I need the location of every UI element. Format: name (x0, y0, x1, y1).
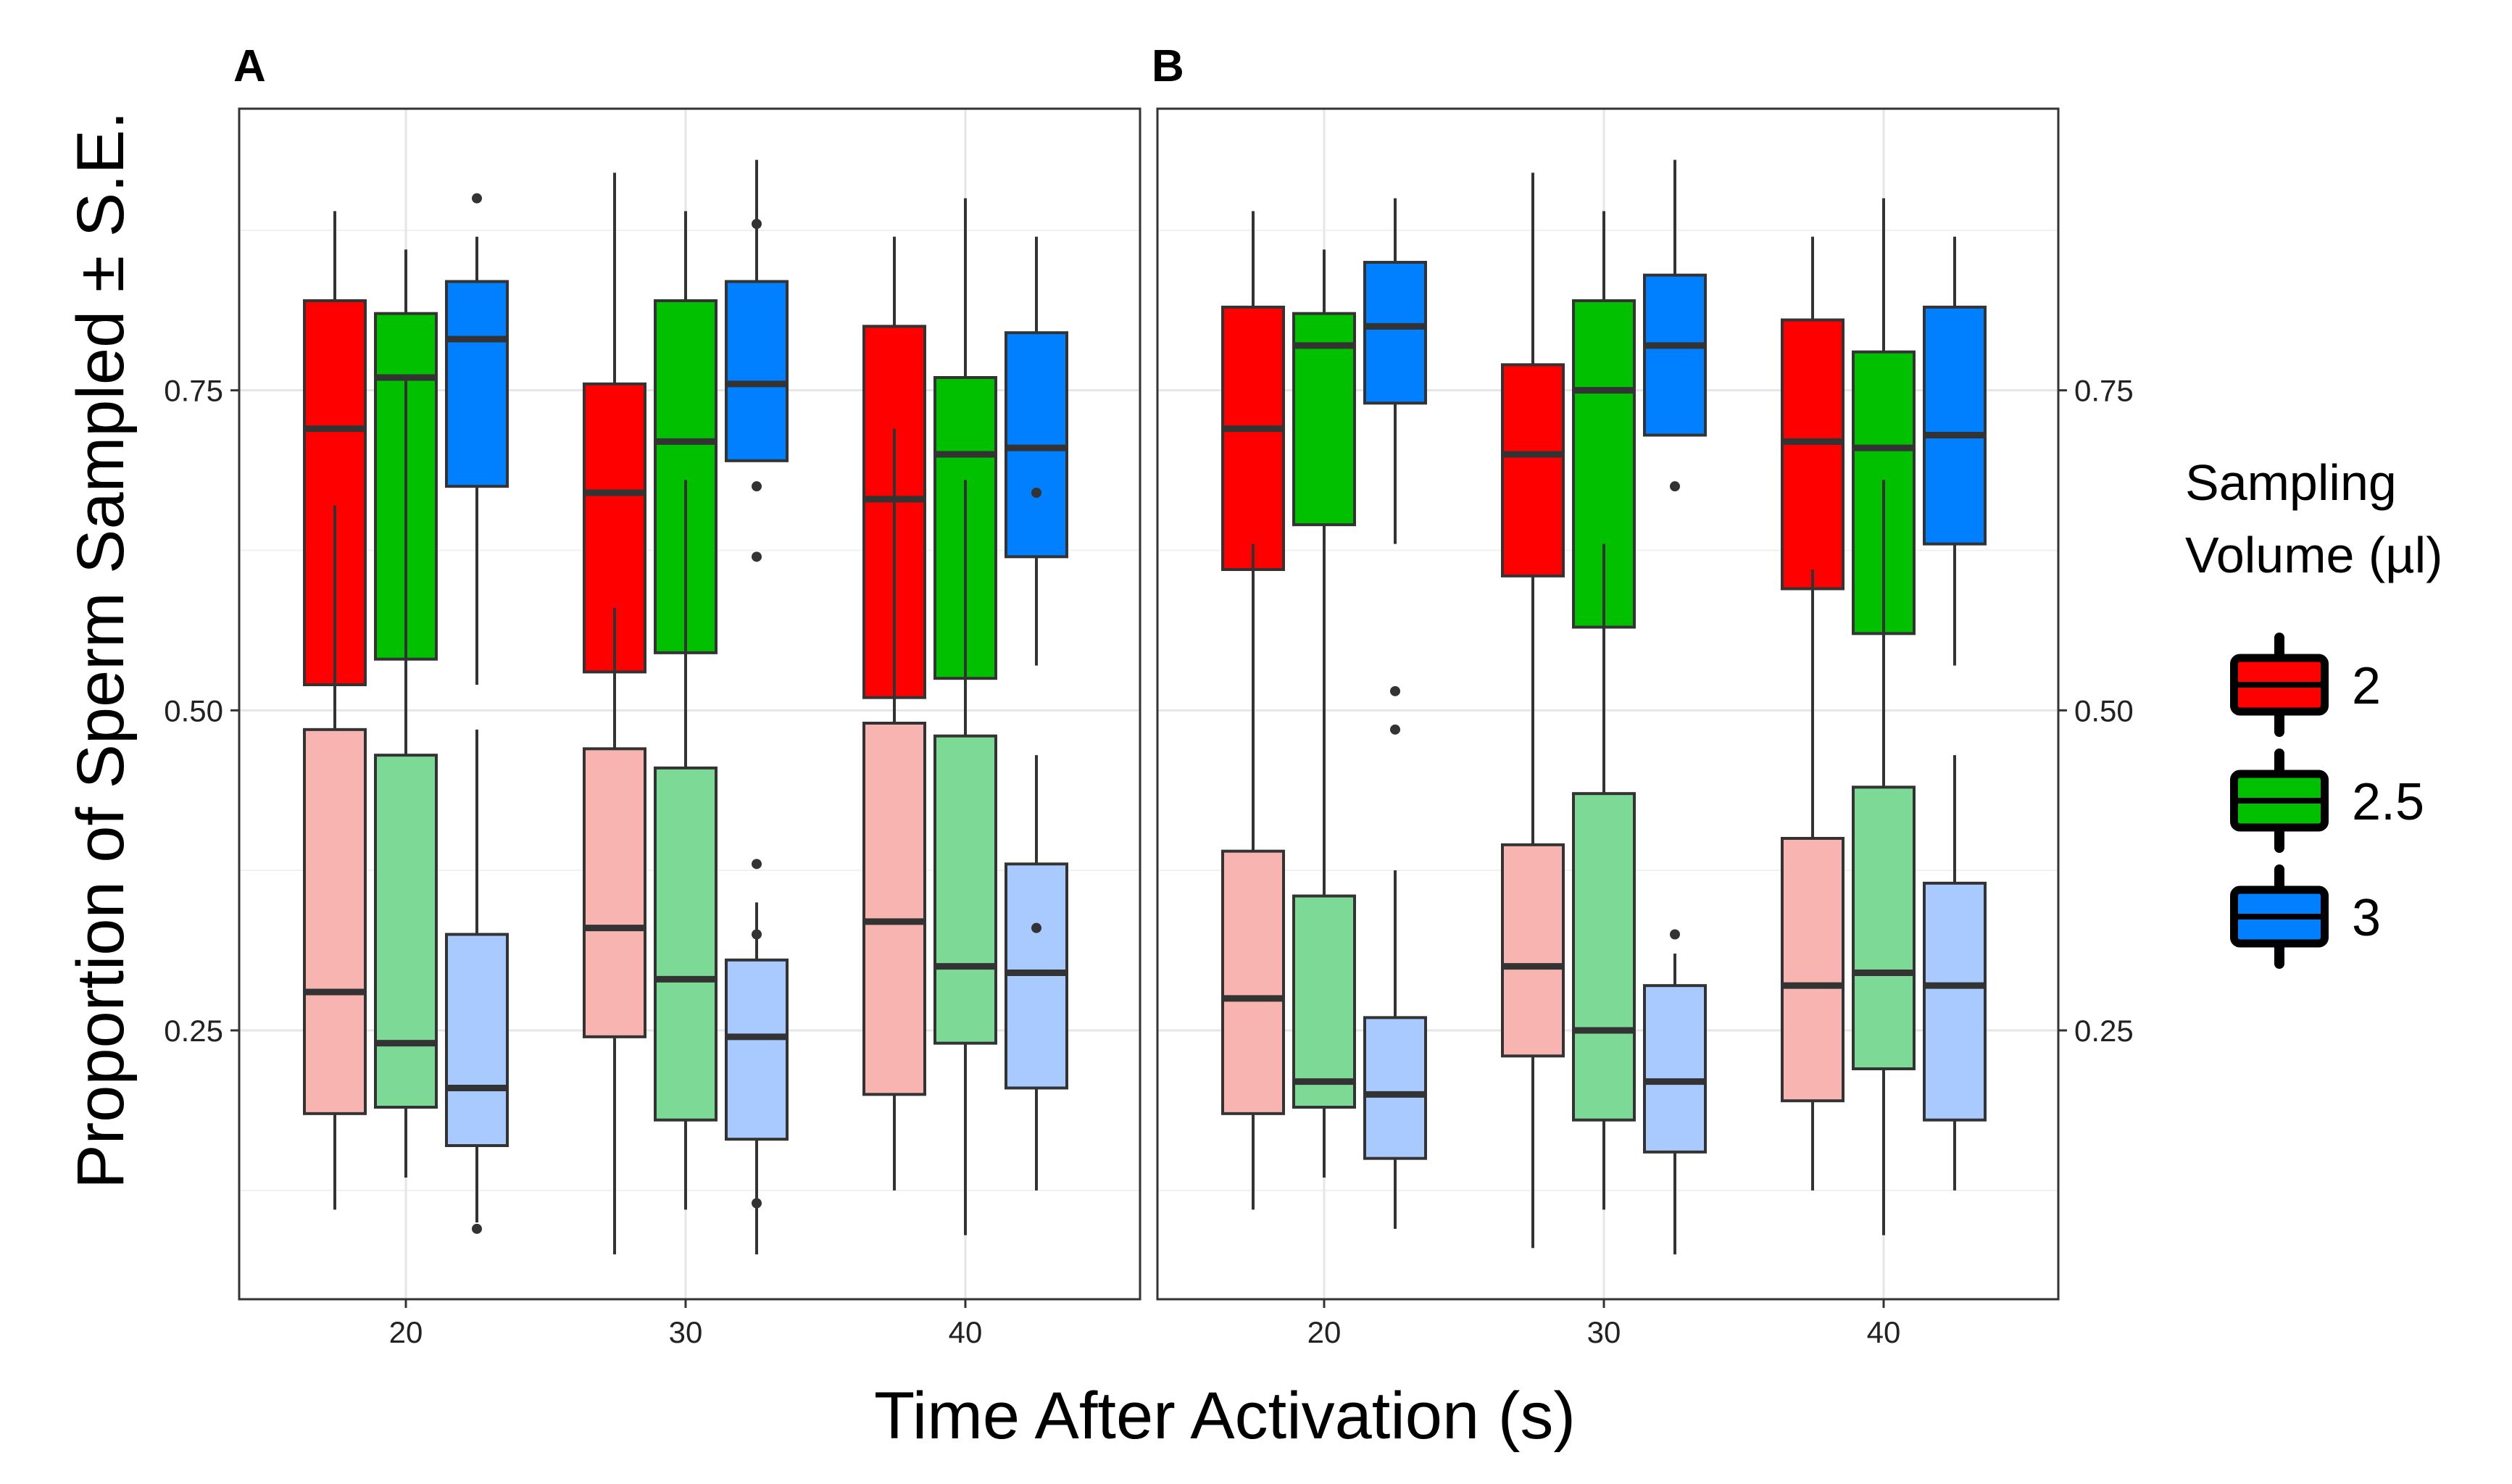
panel-a-border (238, 107, 1141, 1301)
panel-b-lower-30s-vol-2-box (1501, 843, 1565, 1058)
left-y-tick-label-0.75: 0.75 (164, 374, 223, 408)
panel-a-x-tick-label-40: 40 (949, 1315, 983, 1349)
legend: Sampling Volume (µl) 22.53 (2185, 454, 2442, 969)
panel-b-lower-30s-vol-3-outlier-0 (1670, 929, 1680, 940)
y-axis-title: Proportion of Sperm Sampled ± S.E. (64, 111, 138, 1188)
legend-keys: 22.53 (2230, 633, 2424, 969)
panel-a-lower-30s-vol-3-outlier-1 (752, 929, 762, 940)
left-y-tick-label-0.50: 0.50 (164, 693, 223, 728)
panel-b-upper-40s-vol-2-box (1781, 318, 1845, 591)
panel-b-x-tick-label-20: 20 (1307, 1315, 1342, 1349)
panel-a-upper-40s-vol-3-outlier-0 (1031, 488, 1041, 498)
panel-b-lower-40s-vol-2-box (1781, 837, 1845, 1103)
legend-key-2-label: 2 (2352, 657, 2381, 715)
panel-b-upper-30s-vol-3-box (1643, 273, 1707, 437)
panel-b-lower-20s-vol-3-box (1363, 1016, 1427, 1160)
right-y-tick-label-0.25: 0.25 (2074, 1014, 2134, 1048)
right-y-tick-label-0.75: 0.75 (2074, 374, 2134, 408)
panel-a-lower-30s-vol-3-outlier-2 (752, 1198, 762, 1209)
panel-b-upper-30s-vol-3-outlier-0 (1670, 481, 1680, 492)
panel-a-lower-20s-vol-2-box (303, 728, 367, 1115)
panel-b-lower-40s-vol-3-box (1923, 881, 1987, 1122)
panel-a-lower-40s-vol-3-outlier-0 (1031, 922, 1041, 933)
panel-a-lower-30s-vol-2.5-box (654, 766, 718, 1122)
panel-b-lower-20s-vol-2.5-box (1292, 894, 1356, 1109)
panel-b-upper-40s-vol-3-box (1923, 305, 1987, 546)
panel-a-upper-30s-vol-3-outlier-2 (752, 551, 762, 562)
panel-a-upper-30s-vol-3-outlier-0 (752, 219, 762, 229)
panel-b-x-tick-label-30: 30 (1587, 1315, 1621, 1349)
panel-a-upper-30s-vol-3-outlier-1 (752, 481, 762, 492)
panel-a-x-tick-label-20: 20 (389, 1315, 423, 1349)
panel-a-upper-30s-vol-3-box (725, 280, 789, 462)
panel-letter-a: A (233, 41, 266, 91)
panel-letter-b: B (1152, 41, 1184, 91)
panel-a-upper-20s-vol-3-box (445, 280, 509, 488)
panel-b-lower-30s-vol-3-box (1643, 984, 1707, 1154)
panel-a-lower-20s-vol-2.5-box (374, 754, 438, 1109)
legend-key-2.5-label: 2.5 (2352, 773, 2424, 831)
panel-a-lower-40s-vol-2-box (862, 722, 926, 1096)
left-y-tick-label-0.25: 0.25 (164, 1014, 223, 1048)
panel-b-lower-20s-vol-3-outlier-0 (1390, 685, 1400, 696)
panel-b-border (1156, 107, 2060, 1301)
legend-title-line2: Volume (µl) (2185, 527, 2442, 583)
panel-b-upper-20s-vol-3-box (1363, 261, 1427, 405)
plot-area: A 20 30 40 B 20 30 40 0.25 0.25 0.50 0.50 0.75 0.75 (164, 41, 2134, 1349)
panel-b-lower-20s-vol-2-box (1221, 849, 1285, 1115)
panel-b-upper-30s-vol-2-box (1501, 363, 1565, 578)
panel-a-upper-20s-vol-3-outlier-0 (472, 193, 482, 204)
panel-b-lower-40s-vol-2.5-box (1852, 785, 1916, 1071)
panel-a-lower-20s-vol-3-outlier-0 (472, 1223, 482, 1234)
panel-b-lower-30s-vol-2.5-box (1572, 792, 1636, 1122)
panel-a-x-tick-label-30: 30 (669, 1315, 703, 1349)
panel-a-lower-30s-vol-3-outlier-0 (752, 859, 762, 870)
x-axis-title: Time After Activation (s) (874, 1379, 1576, 1453)
panel-a-lower-40s-vol-2.5-box (933, 734, 997, 1045)
panel-a-lower-30s-vol-2-box (583, 747, 646, 1038)
legend-key-3-label: 3 (2352, 889, 2381, 947)
panel-b-lower-20s-vol-3-outlier-1 (1390, 724, 1400, 735)
panel-b-x-tick-label-40: 40 (1867, 1315, 1901, 1349)
panel-a-lower-30s-vol-3-box (725, 958, 789, 1141)
right-y-tick-label-0.50: 0.50 (2074, 693, 2134, 728)
legend-title-line1: Sampling (2185, 454, 2397, 511)
panel-a-lower-20s-vol-3-box (445, 933, 509, 1147)
panel-b-upper-20s-vol-2-box (1221, 305, 1285, 571)
